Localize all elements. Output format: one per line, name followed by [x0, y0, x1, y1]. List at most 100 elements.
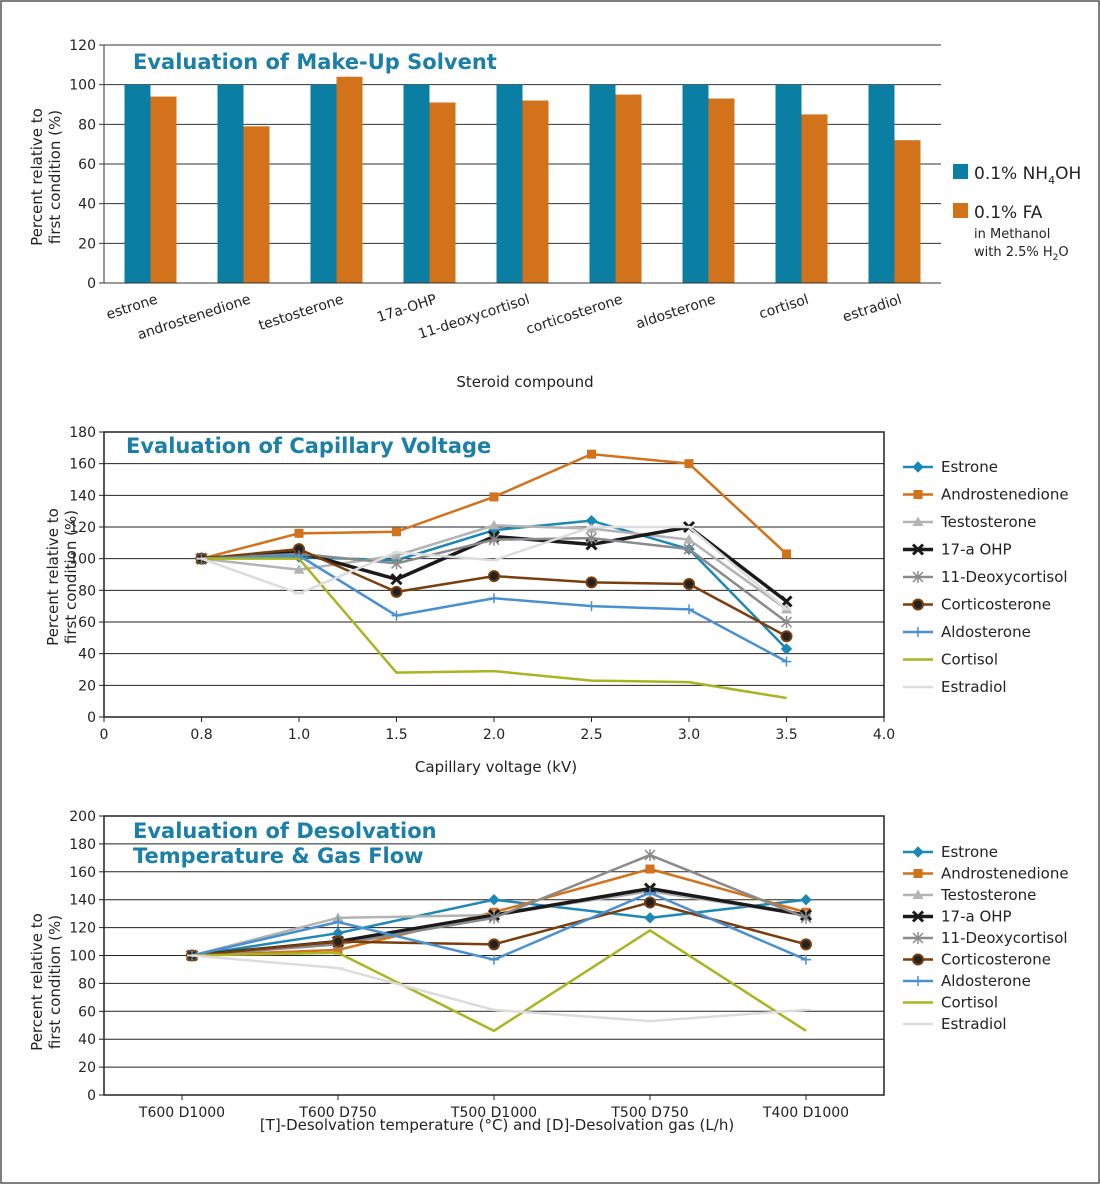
chart3-title-line1: Evaluation of Desolvation: [133, 819, 437, 843]
c3-ytick-180: 180: [69, 837, 96, 853]
c2-point-testosterone-5: [683, 534, 695, 544]
c3-legend-label-aldosterone: Aldosterone: [941, 972, 1031, 990]
bar-estrone-s1: [150, 96, 177, 283]
chart1-ytick-60: 60: [78, 157, 96, 173]
c3-point-11-deoxycortisol-3: [644, 849, 656, 862]
c2-point-11-deoxycortisol-3: [488, 533, 500, 546]
c2-point-androstenedione-5: [684, 459, 694, 469]
chart1-title: Evaluation of Make-Up Solvent: [133, 50, 497, 74]
c2-ytick-160: 160: [69, 457, 96, 473]
c3-point-estrone-4: [800, 893, 812, 906]
c3-legend-label-estradiol: Estradiol: [941, 1015, 1007, 1033]
legend-nh4oh-after: OH: [1055, 164, 1081, 184]
c2-legend-label-17-a-ohp: 17-a OHP: [941, 541, 1012, 559]
c3-point-corticosterone-4-shape: [800, 938, 812, 951]
c2-legend-item-corticosterone: Corticosterone: [903, 596, 1051, 614]
legend-fa-note2-post: O: [1058, 245, 1068, 260]
chart3-ylabel: Percent relative to first condition (%): [28, 913, 64, 1051]
c3-ytick-120: 120: [69, 921, 96, 937]
c2-point-estrone-6-shape: [780, 643, 793, 655]
c2-point-corticosterone-4-shape: [585, 576, 598, 589]
c2-point-11-deoxycortisol-6: [780, 616, 793, 628]
c2-point-corticosterone-3: [488, 570, 500, 583]
chart1-ytick-40: 40: [78, 197, 96, 213]
c2-xtick-4-0: 4.0: [873, 727, 895, 743]
c3-series-aldosterone: [187, 887, 811, 965]
c2-legend-marker-androstenedione-shape: [913, 490, 923, 499]
c2-legend-item-aldosterone: Aldosterone: [903, 623, 1031, 641]
c3-point-estrone-4-shape: [800, 893, 812, 906]
c3-legend-marker-corticosterone: [912, 953, 924, 966]
c2-ytick-20: 20: [78, 678, 96, 694]
c2-point-17-a-ohp-2-b: [390, 573, 403, 586]
chart3-legend: Estrone Androstenedione Testosterone 17-a O…: [903, 843, 1069, 1033]
c2-point-androstenedione-3-shape: [489, 492, 499, 502]
c2-point-aldosterone-6: [781, 656, 792, 667]
c3-legend-item-androstenedione: Androstenedione: [903, 865, 1069, 883]
c2-legend-item-estrone: Estrone: [903, 458, 998, 476]
bar-17a-ohp-s1: [429, 102, 456, 284]
bar-aldosterone-s1: [708, 98, 735, 283]
bar-cortisol-s1: [801, 114, 828, 284]
c2-point-aldosterone-4: [586, 601, 597, 612]
c2-point-androstenedione-4-shape: [587, 449, 596, 459]
chart3-ylabel-line2: first condition (%): [46, 915, 64, 1049]
c3-ytick-160: 160: [69, 865, 96, 881]
c3-point-corticosterone-1: [332, 935, 344, 948]
c3-point-11-deoxycortisol-4: [800, 911, 812, 924]
c2-point-androstenedione-1-shape: [294, 528, 304, 538]
chart3-xlabel: [T]-Desolvation temperature (°C) and [D]…: [260, 1116, 734, 1134]
c2-xtick-2-0: 2.0: [483, 727, 505, 743]
c2-legend-marker-testosterone: [912, 516, 924, 526]
c2-ytick-40: 40: [78, 647, 96, 663]
c3-legend-marker-estrone: [912, 846, 924, 858]
c2-ytick-100: 100: [69, 552, 96, 568]
c2-point-11-deoxycortisol-4: [585, 532, 598, 545]
bar-androstenedione-s1: [243, 126, 270, 283]
chart1-ylabel-line1: Percent relative to: [28, 108, 46, 246]
c2-point-corticosterone-5-shape: [683, 578, 695, 590]
c3-legend-label-corticosterone: Corticosterone: [941, 951, 1051, 969]
chart1-xlabel: Steroid compound: [456, 373, 593, 391]
legend-label-fa: 0.1% FA: [974, 203, 1043, 223]
bar-corticosterone-s1: [615, 94, 642, 283]
c2-legend-marker-estrone-shape: [912, 461, 924, 473]
c2-legend-label-estradiol: Estradiol: [941, 678, 1007, 696]
c3-line-cortisol: [191, 929, 807, 1033]
c3-legend-marker-testosterone-shape: [912, 889, 924, 899]
c2-point-11-deoxycortisol-2: [390, 557, 403, 570]
c3-legend-label-testosterone: Testosterone: [940, 886, 1036, 904]
c2-legend-marker-17-a-ohp: [911, 543, 925, 556]
bar-corticosterone-s0: [589, 84, 616, 284]
c3-point-aldosterone-2: [489, 954, 499, 965]
c3-legend-marker-corticosterone-shape: [912, 953, 924, 966]
c2-xtick-2-5: 2.5: [580, 727, 602, 743]
legend-swatch-fa: [953, 203, 968, 218]
c2-legend-marker-testosterone-shape: [912, 516, 924, 526]
chart1-ytick-100: 100: [69, 78, 96, 94]
chart2-title: Evaluation of Capillary Voltage: [126, 434, 491, 458]
c3-legend-marker-17-a-ohp-b: [911, 910, 925, 923]
c3-legend-label-11-deoxycortisol: 11-Deoxycortisol: [941, 929, 1068, 947]
c3-series-estradiol: [187, 954, 811, 1023]
c2-point-corticosterone-5: [683, 578, 695, 590]
c3-series-cortisol: [191, 929, 807, 1033]
c2-ytick-180: 180: [69, 425, 96, 441]
c2-point-testosterone-5-shape: [683, 534, 695, 544]
c2-point-corticosterone-6-shape: [780, 630, 793, 643]
c2-point-17-a-ohp-6: [780, 595, 793, 608]
c2-point-corticosterone-3-shape: [488, 570, 500, 583]
c3-legend-marker-17-a-ohp: [911, 910, 925, 923]
c2-point-androstenedione-2: [392, 527, 401, 537]
c3-point-11-deoxycortisol-2: [488, 911, 500, 924]
c2-xtick-1-0: 1.0: [288, 727, 310, 743]
c2-ytick-80: 80: [78, 583, 96, 599]
c3-ytick-60: 60: [78, 1004, 96, 1020]
c2-legend-label-corticosterone: Corticosterone: [941, 596, 1051, 614]
c3-point-corticosterone-1-shape: [332, 935, 344, 948]
bar-estrone-s0: [124, 84, 151, 284]
legend-label-nh4oh: 0.1% NH4OH: [974, 164, 1081, 187]
c3-legend-marker-11-deoxycortisol: [912, 932, 924, 944]
